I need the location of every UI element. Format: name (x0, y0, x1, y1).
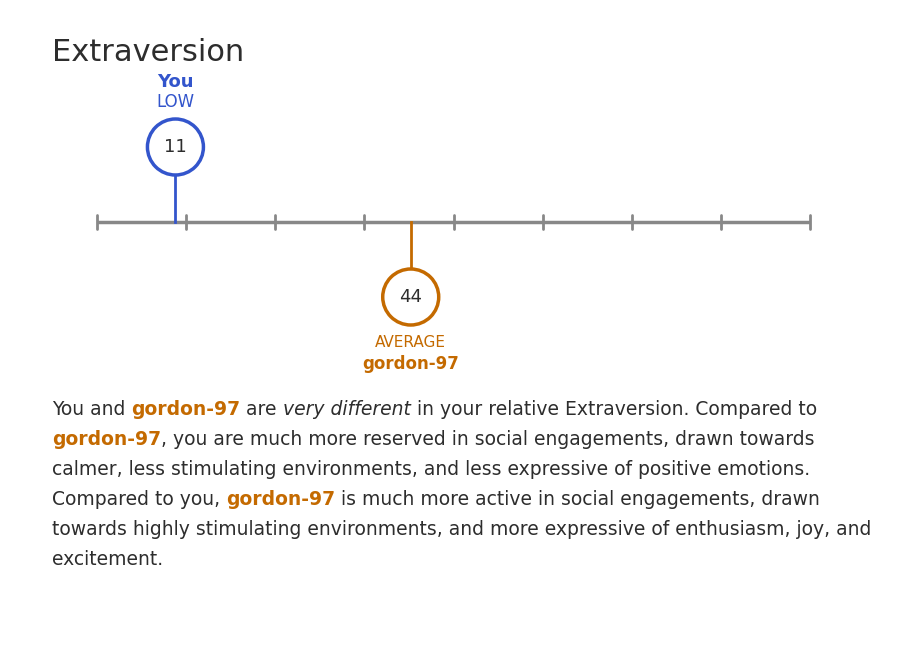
Circle shape (383, 269, 439, 325)
Text: You: You (158, 73, 194, 91)
Text: gordon-97: gordon-97 (52, 430, 161, 449)
Text: is much more active in social engagements, drawn: is much more active in social engagement… (335, 490, 820, 509)
Text: gordon-97: gordon-97 (131, 400, 241, 419)
Text: LOW: LOW (157, 93, 194, 111)
Text: You and: You and (52, 400, 131, 419)
Text: are: are (241, 400, 283, 419)
Text: towards highly stimulating environments, and more expressive of enthusiasm, joy,: towards highly stimulating environments,… (52, 520, 872, 539)
Text: , you are much more reserved in social engagements, drawn towards: , you are much more reserved in social e… (161, 430, 814, 449)
Text: excitement.: excitement. (52, 550, 163, 569)
Text: very different: very different (283, 400, 411, 419)
Text: in your relative Extraversion. Compared to: in your relative Extraversion. Compared … (411, 400, 817, 419)
Text: gordon-97: gordon-97 (363, 355, 459, 373)
Text: AVERAGE: AVERAGE (375, 335, 446, 350)
Text: Extraversion: Extraversion (52, 38, 244, 67)
Text: 11: 11 (164, 138, 187, 156)
Text: gordon-97: gordon-97 (226, 490, 335, 509)
Text: 44: 44 (399, 288, 422, 306)
Text: calmer, less stimulating environments, and less expressive of positive emotions.: calmer, less stimulating environments, a… (52, 460, 810, 479)
Text: Compared to you,: Compared to you, (52, 490, 226, 509)
Circle shape (148, 119, 203, 175)
